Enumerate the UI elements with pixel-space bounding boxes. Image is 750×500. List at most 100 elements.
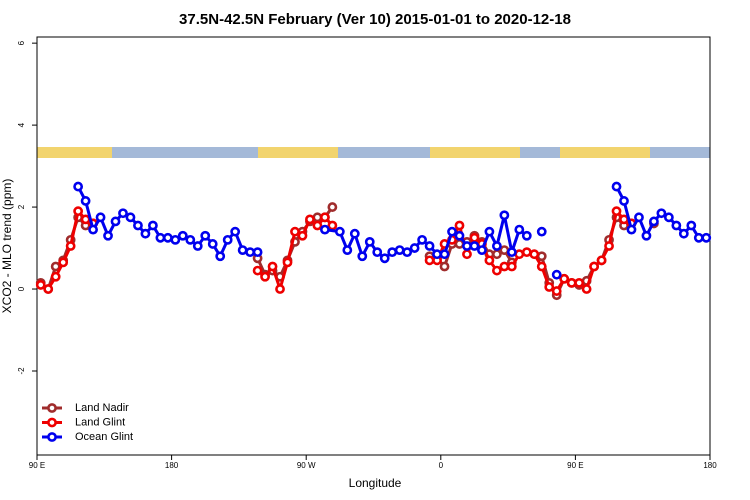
data-point — [477, 245, 487, 255]
y-tick-label: 4 — [17, 122, 26, 127]
data-point — [73, 206, 84, 217]
data-point — [432, 249, 442, 260]
data-point — [409, 243, 420, 253]
data-point — [58, 257, 69, 268]
data-point — [611, 206, 622, 217]
data-point — [499, 245, 510, 255]
legend-label: Ocean Glint — [75, 431, 133, 443]
data-point — [417, 234, 428, 245]
data-point — [215, 251, 226, 262]
data-point — [536, 226, 547, 237]
data-point — [499, 210, 510, 221]
data-point — [439, 261, 450, 272]
data-point — [50, 261, 61, 272]
chart-title: 37.5N-42.5N February (Ver 10) 2015-01-01… — [179, 11, 571, 28]
data-point — [334, 226, 345, 237]
data-point — [312, 212, 323, 223]
data-point — [536, 251, 547, 262]
data-point — [484, 255, 495, 266]
data-point — [454, 220, 465, 231]
data-point — [319, 224, 330, 235]
data-point — [604, 241, 614, 251]
data-point — [260, 271, 270, 282]
data-point — [447, 226, 457, 237]
y-tick-label: -2 — [17, 367, 26, 375]
data-point — [349, 228, 360, 239]
data-point — [469, 241, 480, 251]
data-point — [222, 234, 233, 245]
data-point — [506, 247, 517, 258]
data-point — [491, 249, 502, 260]
y-tick-label: 0 — [17, 286, 26, 291]
data-point — [439, 249, 450, 260]
data-point — [551, 286, 562, 296]
data-point — [619, 214, 629, 225]
data-point — [275, 284, 285, 294]
data-point — [462, 249, 472, 260]
data-point — [551, 269, 562, 280]
data-point — [282, 257, 293, 268]
data-point — [454, 230, 465, 241]
x-tick-label: 90 W — [297, 461, 316, 470]
data-point — [50, 271, 61, 282]
data-point — [95, 212, 106, 223]
data-point — [297, 230, 308, 241]
data-point — [88, 224, 98, 235]
data-point — [462, 241, 472, 251]
data-point — [656, 208, 667, 219]
data-point — [103, 230, 113, 241]
data-point — [162, 232, 173, 243]
data-point — [290, 226, 300, 237]
data-point — [185, 234, 196, 245]
data-point — [499, 261, 510, 272]
data-point — [424, 241, 435, 251]
x-tick-label: 0 — [439, 461, 444, 470]
data-point — [312, 220, 323, 231]
data-point — [611, 181, 622, 192]
data-point — [701, 232, 712, 243]
data-point — [491, 241, 502, 251]
data-point — [252, 265, 263, 276]
data-point — [529, 249, 540, 260]
data-point — [566, 277, 577, 288]
data-point — [387, 247, 398, 258]
y-tick-label: 6 — [17, 40, 26, 45]
data-point — [641, 230, 652, 241]
data-point — [80, 196, 91, 206]
data-point — [671, 220, 682, 231]
data-point — [514, 224, 525, 235]
x-axis-label: Longitude — [349, 476, 402, 490]
data-point — [327, 202, 338, 212]
data-point — [686, 220, 697, 231]
data-point — [207, 239, 218, 249]
data-point — [35, 280, 46, 290]
data-point — [484, 226, 495, 237]
x-tick-label: 90 E — [567, 461, 583, 470]
data-point — [342, 245, 353, 255]
y-tick-label: 2 — [17, 204, 26, 209]
legend-marker — [47, 417, 57, 428]
data-point — [581, 284, 592, 294]
data-point — [327, 220, 338, 231]
data-point — [230, 226, 241, 237]
data-point — [305, 214, 315, 225]
data-point — [379, 253, 390, 264]
legend-marker — [47, 403, 57, 413]
x-tick-label: 90 E — [29, 461, 45, 470]
data-point — [491, 265, 502, 276]
data-point — [521, 230, 532, 241]
data-point — [65, 241, 76, 251]
data-point — [394, 245, 405, 255]
legend-label: Land Glint — [75, 416, 125, 428]
data-point — [237, 245, 248, 255]
data-point — [424, 255, 435, 266]
data-point — [267, 261, 278, 272]
data-point — [663, 212, 674, 223]
data-point — [544, 282, 555, 292]
data-point — [133, 220, 143, 231]
data-point — [200, 230, 211, 241]
data-point — [402, 247, 413, 258]
data-point — [521, 247, 532, 258]
data-point — [589, 261, 599, 272]
data-point — [596, 255, 607, 266]
